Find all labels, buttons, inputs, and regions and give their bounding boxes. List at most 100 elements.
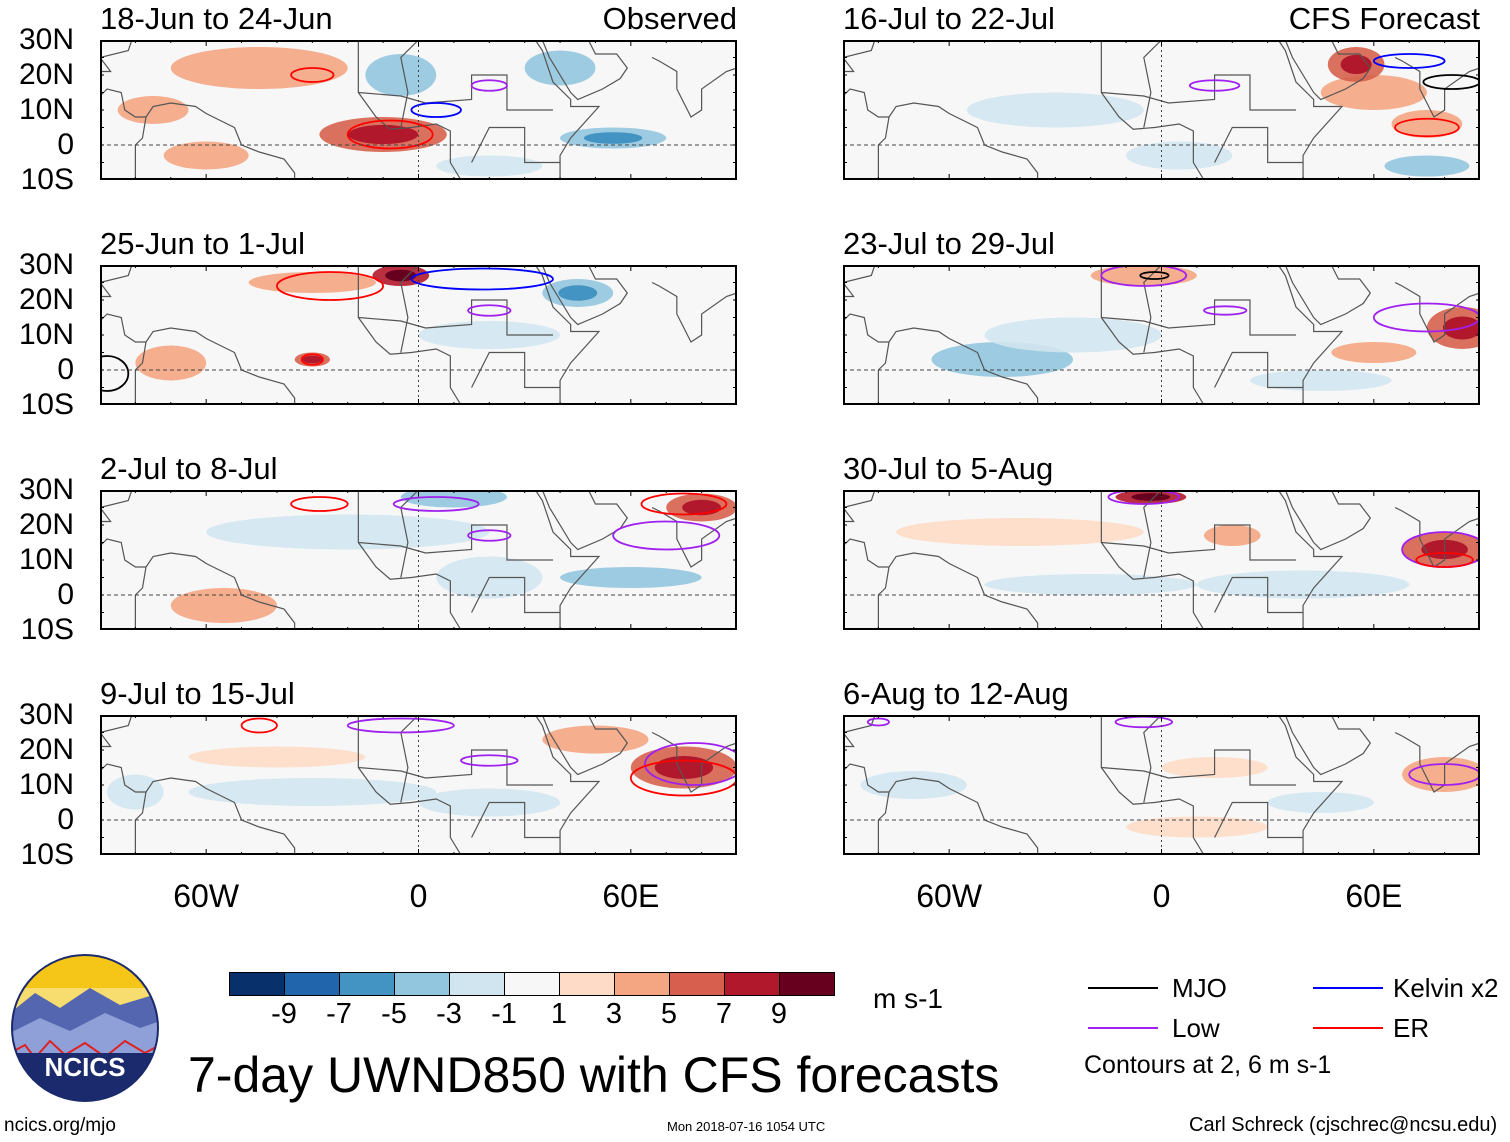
contour-low (866, 717, 890, 727)
legend-line-er (1313, 1027, 1383, 1029)
colorbar-swatch (670, 973, 725, 995)
colorbar-tick-label: 1 (550, 998, 568, 1030)
lat-label: 0 (57, 128, 74, 161)
coastline (534, 715, 601, 855)
lat-label: 30N (18, 248, 74, 281)
wind-anomaly-area (896, 518, 1144, 546)
wind-anomaly-core (558, 285, 598, 301)
contour-kelvin-x2 (410, 102, 462, 118)
coastline (843, 313, 890, 343)
colorbar-swatch (505, 973, 560, 995)
map-panel (100, 265, 737, 405)
colorbar-swatch (725, 973, 780, 995)
wind-anomaly-area (1126, 141, 1233, 170)
coastline (400, 265, 419, 353)
lon-label: 60E (602, 878, 660, 914)
contour-er (290, 496, 349, 512)
coastline (471, 351, 561, 389)
colorbar-tick-label: -1 (491, 998, 517, 1030)
legend-label-low: Low (1172, 1013, 1220, 1043)
contour-kelvin-x2 (1372, 53, 1446, 69)
coastline (1100, 265, 1205, 405)
wind-anomaly-core (583, 132, 643, 144)
wind-anomaly-area (1090, 265, 1197, 286)
contour-er (1415, 552, 1474, 568)
wind-anomaly-area (1391, 110, 1463, 138)
coastline (1214, 351, 1304, 389)
legend-line-kelvin (1313, 987, 1383, 989)
contour-low (460, 754, 519, 767)
lat-label: 10S (20, 163, 74, 196)
contour-low (612, 520, 721, 551)
coastline (651, 731, 737, 793)
lat-label: 10N (18, 318, 74, 351)
panel-title: 25-Jun to 1-Jul (100, 226, 306, 261)
map-frame (100, 265, 737, 405)
lat-label: 10S (20, 388, 74, 421)
panel-title: 2-Jul to 8-Jul (100, 451, 278, 486)
column-header-forecast: CFS Forecast (1288, 1, 1480, 36)
contour-low (1100, 265, 1188, 287)
map-panel (843, 40, 1480, 180)
wind-anomaly-area (248, 272, 377, 293)
colorbar-swatch (340, 973, 395, 995)
wind-anomaly-area (135, 345, 207, 381)
contour-mjo (1422, 74, 1480, 90)
map-panel (100, 715, 737, 855)
lat-label: 10N (18, 543, 74, 576)
ncics-url-link[interactable]: ncics.org/mjo (4, 1115, 116, 1136)
coastline (100, 88, 147, 118)
wind-anomaly-area (1203, 525, 1261, 546)
wind-anomaly-area (170, 47, 348, 89)
contour-er (276, 271, 385, 301)
contour-low (1107, 490, 1181, 505)
coastline (843, 265, 876, 298)
map-panel (843, 715, 1480, 855)
coastline (1100, 490, 1205, 630)
credit: Carl Schreck (cjschrec@ncsu.edu) (1189, 1114, 1498, 1136)
map-frame (843, 40, 1480, 180)
coastline (877, 777, 1039, 855)
contour-low (467, 529, 512, 542)
coastline (100, 715, 133, 748)
coastline (1214, 576, 1304, 614)
map-frame (100, 715, 737, 855)
map-frame (843, 490, 1480, 630)
lon-label: 60W (916, 878, 983, 914)
coastline (651, 506, 737, 568)
lat-label: 20N (18, 508, 74, 541)
contour-mjo (100, 355, 130, 392)
coastline (843, 88, 890, 118)
wind-anomaly-area (418, 321, 561, 349)
coastline (100, 763, 147, 793)
figure-title: 7-day UWND850 with CFS forecasts (188, 1047, 1000, 1103)
colorbar-swatch (230, 973, 285, 995)
colorbar-tick-label: 7 (715, 998, 733, 1030)
legend-label-er: ER (1393, 1013, 1430, 1043)
lat-label: 30N (18, 23, 74, 56)
coastline (134, 552, 296, 630)
coastline (1394, 731, 1480, 793)
wind-anomaly-area (860, 771, 967, 799)
legend-label-mjo: MJO (1172, 973, 1227, 1003)
coastline (1101, 74, 1296, 111)
coastline (1101, 749, 1296, 786)
contour-low (470, 79, 508, 92)
coastline (400, 715, 419, 803)
coastline (134, 327, 296, 405)
wind-anomaly-area (170, 588, 277, 623)
coastline (471, 576, 561, 614)
coastline (1100, 40, 1205, 180)
map-frame (843, 715, 1480, 855)
wind-anomaly-area (1320, 75, 1427, 110)
wind-anomaly-core (302, 355, 323, 364)
colorbar-swatch (285, 973, 340, 995)
panel-title: 9-Jul to 15-Jul (100, 676, 295, 711)
panel-title: 16-Jul to 22-Jul (843, 1, 1055, 36)
map-panel (100, 490, 737, 630)
panel-title: 30-Jul to 5-Aug (843, 451, 1054, 486)
coastline (357, 715, 462, 855)
coastline (400, 40, 419, 128)
coastline (1284, 715, 1372, 776)
coastline (357, 40, 462, 180)
